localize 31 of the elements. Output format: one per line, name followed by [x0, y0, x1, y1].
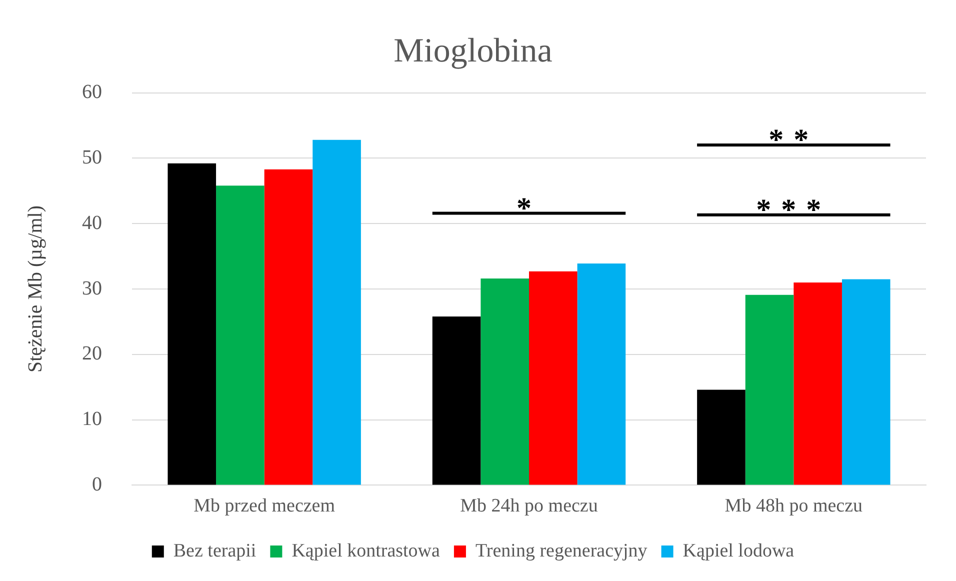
bar	[168, 163, 216, 485]
bar	[432, 316, 481, 485]
annotation: **	[768, 124, 819, 157]
x-tick-label: Mb przed meczem	[194, 496, 336, 517]
bar	[794, 282, 842, 485]
legend-label: Trening regeneracyjny	[475, 540, 648, 562]
bar	[745, 294, 794, 485]
legend-label: Bez terapii	[173, 540, 256, 562]
y-tick-label: 0	[92, 473, 102, 496]
y-tick-label: 30	[82, 277, 102, 300]
y-tick-label: 40	[82, 212, 102, 234]
bar	[577, 263, 626, 485]
y-tick-label: 20	[82, 342, 102, 365]
bar	[264, 169, 313, 485]
y-tick-label: 10	[82, 408, 102, 430]
x-tick-label: Mb 24h po meczu	[460, 496, 598, 517]
bar	[529, 271, 578, 485]
y-tick-label: 50	[82, 146, 102, 168]
bar	[842, 279, 890, 485]
y-tick-label: 60	[82, 81, 102, 104]
chart-title: Mioglobina	[394, 32, 552, 70]
x-tick-label: Mb 48h po meczu	[724, 496, 864, 517]
legend-label: Kąpiel kontrastowa	[292, 540, 441, 562]
bar	[312, 140, 361, 485]
bar	[697, 390, 746, 485]
bar	[480, 278, 529, 485]
annotation: ***	[756, 194, 832, 227]
y-axis-title: Stężenie Mb (µg/ml)	[24, 205, 46, 373]
legend-label: Kąpiel lodowa	[682, 540, 795, 562]
bar	[216, 186, 264, 485]
annotation: *	[516, 192, 542, 226]
